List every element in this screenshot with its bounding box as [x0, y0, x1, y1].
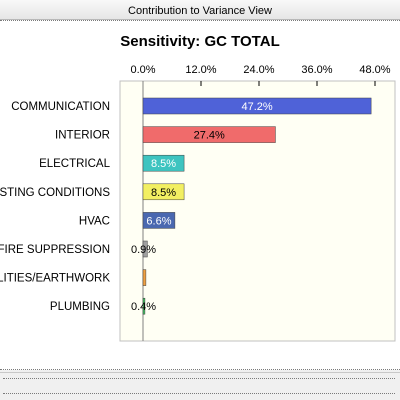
bar [142, 126, 276, 143]
bar-value-label: 47.2% [241, 101, 272, 113]
bar-value-label: 6.6% [146, 215, 171, 227]
bar [142, 183, 185, 201]
bar [142, 154, 185, 172]
bar-value-label: 8.5% [151, 187, 176, 199]
bar [142, 212, 176, 229]
chart-title: Sensitivity: GC TOTAL [120, 33, 279, 50]
bar-value-label: 8.5% [151, 158, 176, 170]
x-tick-label: 36.0% [301, 64, 332, 76]
window-title: Contribution to Variance View [0, 0, 400, 20]
x-tick-label: 24.0% [243, 64, 274, 76]
bar-value-label: 27.4% [194, 130, 225, 142]
category-label: COMMUNICATION [11, 101, 110, 113]
x-tick-label: 48.0% [359, 64, 390, 76]
category-label: UTILITIES/EARTHWORK [0, 273, 110, 285]
category-label: FIRE SUPPRESSION [0, 244, 110, 256]
bar [142, 240, 148, 258]
category-label: EXISTING CONDITIONS [0, 187, 110, 199]
category-label: HVAC [79, 215, 110, 227]
plot-area [119, 80, 396, 342]
category-label: INTERIOR [55, 130, 110, 142]
status-field [3, 378, 395, 394]
category-labels: COMMUNICATION INTERIOR ELECTRICAL EXISTING … [0, 101, 111, 313]
x-tick-label: 0.0% [130, 64, 155, 76]
x-axis: 0.0% 12.0% 24.0% 36.0% 48.0% [130, 64, 391, 341]
category-label: ELECTRICAL [39, 158, 111, 170]
bar [142, 97, 372, 115]
sensitivity-chart: Sensitivity: GC TOTAL 0.0% 12.0% 24.0% 36.0… [0, 33, 396, 342]
status-bar [0, 372, 400, 399]
bar-value-label: 0.9% [131, 244, 156, 256]
bar-value-label: 0.4% [131, 301, 156, 313]
chart-panel: Sensitivity: GC TOTAL 0.0% 12.0% 24.0% 36.0… [0, 20, 400, 370]
bars: 47.2% 27.4% 8.5% 8.5% 6.6% 0.9% 0.4% [131, 97, 372, 315]
bar [142, 297, 146, 315]
bar [142, 269, 147, 286]
x-tick-label: 12.0% [185, 64, 216, 76]
category-label: PLUMBING [50, 301, 110, 313]
